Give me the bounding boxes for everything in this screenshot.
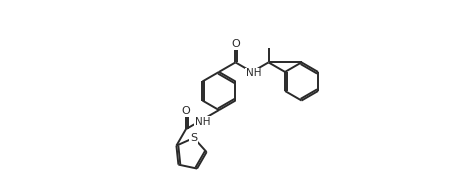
Text: O: O	[182, 106, 190, 116]
Text: NH: NH	[246, 68, 262, 78]
Text: O: O	[231, 39, 240, 49]
Text: NH: NH	[195, 117, 210, 127]
Text: S: S	[190, 133, 198, 143]
